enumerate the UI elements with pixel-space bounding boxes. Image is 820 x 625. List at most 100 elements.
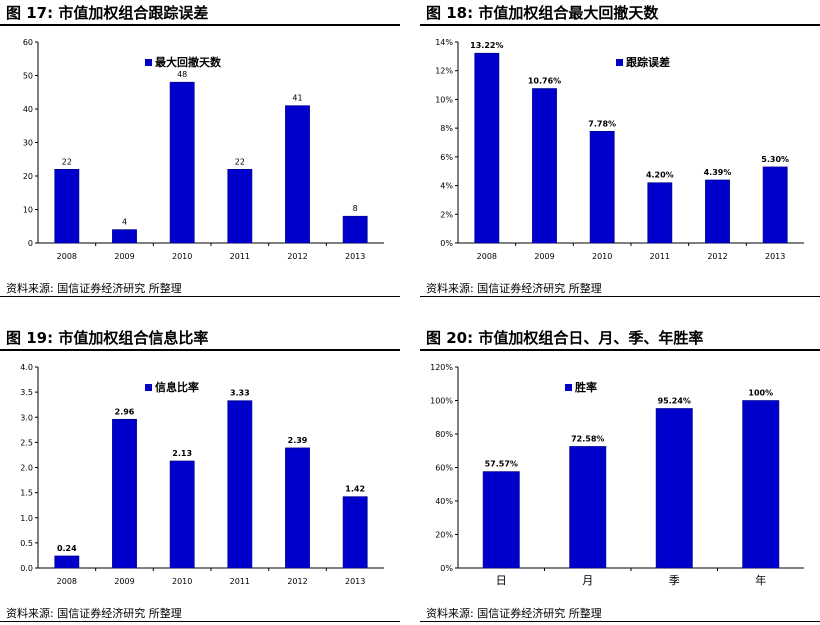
source-note: 资料来源: 国信证券经济研究 所整理 <box>426 282 602 295</box>
x-tick-label: 2011 <box>230 577 250 586</box>
bar-chart-18: 0% 2% 4% 6% 8% 10% 12% 14% 13.22% 2008 10.76% 2009 7… <box>435 38 804 261</box>
y-tick-label: 120% <box>430 363 453 372</box>
legend-label: 胜率 <box>574 380 597 394</box>
bar <box>474 52 500 244</box>
data-label: 2.39 <box>288 436 308 445</box>
data-label: 5.30% <box>761 155 789 164</box>
y-tick-label: 2.0 <box>20 464 33 473</box>
bar <box>54 169 80 244</box>
x-tick-label: 2012 <box>707 252 727 261</box>
panel-title: 图 19: 市值加权组合信息比率 <box>0 325 400 351</box>
bar <box>655 408 693 569</box>
bar-chart-17: 0 10 20 30 40 50 60 22 2008 4 2009 48 2010 22 2011 41 20… <box>23 38 384 261</box>
y-tick-label: 60 <box>23 38 33 47</box>
data-label: 57.57% <box>485 460 518 469</box>
chart-panel-19: 图 19: 市值加权组合信息比率 0.0 0.5 1.0 1.5 2.0 2.5 3.0 3.… <box>0 325 400 622</box>
y-tick-label: 0.0 <box>20 564 33 573</box>
x-tick-label: 2010 <box>172 577 192 586</box>
data-label: 1.42 <box>345 485 365 494</box>
x-tick-label: 季 <box>669 574 680 587</box>
data-label: 100% <box>748 389 773 398</box>
x-tick-label: 2009 <box>114 252 134 261</box>
divider <box>420 296 820 297</box>
bar <box>227 400 253 569</box>
y-tick-label: 12% <box>435 67 453 76</box>
source-note: 资料来源: 国信证券经济研究 所整理 <box>426 607 602 620</box>
data-label: 4.39% <box>704 168 732 177</box>
y-tick-label: 4.0 <box>20 363 33 372</box>
y-tick-label: 0 <box>28 239 33 248</box>
data-label: 3.33 <box>230 389 250 398</box>
bar <box>112 229 137 244</box>
data-label: 22 <box>235 157 245 166</box>
legend-label: 跟踪误差 <box>626 55 670 69</box>
x-tick-label: 2010 <box>592 252 612 261</box>
divider <box>0 621 400 622</box>
legend-label: 最大回撤天数 <box>155 55 222 69</box>
x-tick-label: 2013 <box>345 252 365 261</box>
y-tick-label: 50 <box>23 72 33 81</box>
x-tick-label: 日 <box>496 574 507 587</box>
legend-swatch <box>565 384 572 391</box>
bar <box>169 460 195 569</box>
data-label: 2.96 <box>115 407 135 416</box>
data-label: 4.20% <box>646 171 674 180</box>
x-tick-label: 2012 <box>287 577 307 586</box>
x-tick-label: 2008 <box>477 252 497 261</box>
chart-panel-18: 图 18: 市值加权组合最大回撤天数 0% 2% 4% 6% 8% 10% 12% 14% 13… <box>420 0 820 297</box>
bar <box>762 166 788 244</box>
bar <box>54 555 80 569</box>
data-label: 72.58% <box>571 434 604 443</box>
data-label: 22 <box>62 157 72 166</box>
bar <box>589 131 615 244</box>
data-label: 10.76% <box>528 77 561 86</box>
y-tick-label: 6% <box>440 153 453 162</box>
legend-label: 信息比率 <box>155 380 199 394</box>
bar <box>342 215 368 244</box>
x-tick-label: 年 <box>755 573 766 587</box>
y-tick-label: 14% <box>435 38 453 47</box>
data-label: 2.13 <box>172 449 192 458</box>
source-note: 资料来源: 国信证券经济研究 所整理 <box>6 607 182 620</box>
x-tick-label: 2012 <box>287 252 307 261</box>
x-tick-label: 2011 <box>650 252 670 261</box>
x-tick-label: 2009 <box>114 577 134 586</box>
panel-title: 图 20: 市值加权组合日、月、季、年胜率 <box>420 325 820 351</box>
y-tick-label: 20% <box>435 531 453 540</box>
x-tick-label: 2010 <box>172 252 192 261</box>
y-tick-label: 60% <box>435 464 453 473</box>
y-tick-label: 1.5 <box>20 489 33 498</box>
y-tick-label: 10 <box>23 206 33 215</box>
bar <box>532 88 557 244</box>
data-label: 4 <box>122 218 127 227</box>
bar <box>569 446 607 569</box>
y-tick-label: 3.5 <box>20 388 33 397</box>
y-tick-label: 0.5 <box>20 539 33 548</box>
y-tick-label: 10% <box>435 95 453 104</box>
bar <box>705 179 730 244</box>
y-tick-label: 2.5 <box>20 438 33 447</box>
x-tick-label: 月 <box>582 574 593 587</box>
divider <box>0 296 400 297</box>
y-tick-label: 40% <box>435 497 453 506</box>
source-note: 资料来源: 国信证券经济研究 所整理 <box>6 282 182 295</box>
panel-title: 图 18: 市值加权组合最大回撤天数 <box>420 0 820 26</box>
data-label: 8 <box>353 204 358 213</box>
bar <box>742 400 780 569</box>
x-tick-label: 2011 <box>230 252 250 261</box>
x-tick-label: 2013 <box>345 577 365 586</box>
legend-swatch <box>145 384 152 391</box>
y-tick-label: 20 <box>23 172 33 181</box>
y-tick-label: 30 <box>23 139 33 148</box>
bar-chart-20: 0% 20% 40% 60% 80% 100% 120% 57.57% 日 72.58% 月 95.2… <box>430 363 804 587</box>
data-label: 48 <box>177 70 187 79</box>
bar <box>285 447 310 569</box>
y-tick-label: 3.0 <box>20 413 33 422</box>
data-label: 41 <box>292 94 302 103</box>
y-tick-label: 0% <box>440 564 453 573</box>
data-label: 0.24 <box>57 544 77 553</box>
bar <box>112 418 137 569</box>
y-tick-label: 80% <box>435 430 453 439</box>
x-tick-label: 2008 <box>57 577 77 586</box>
y-tick-label: 2% <box>440 210 453 219</box>
